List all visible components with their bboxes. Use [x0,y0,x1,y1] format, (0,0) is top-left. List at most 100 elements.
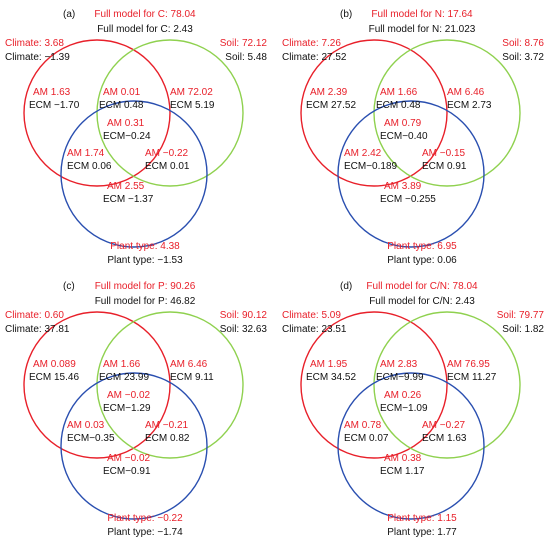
venn-panel-c: (c) Full model for P: 90.26 Full model for… [5,281,267,538]
regions-center-ecm-text: ECM−1.29 [103,403,151,414]
climate-ecm-text: Climate: 27.52 [282,52,347,63]
climate-am-text: Climate: 3.68 [5,38,64,49]
full-am-text: Full model for C: 78.04 [94,9,196,20]
climate-am-text: Climate: 5.09 [282,310,341,321]
regions-soil-plant-am-text: AM −0.27 [422,420,466,431]
regions-climate-plant-ecm-text: ECM 0.06 [67,161,112,172]
climate-ecm-text: Climate: 37.81 [5,324,70,335]
venn-panel-a: (a) Full model for C: 78.04 Full model for… [5,9,267,266]
full-ecm-text: Full model for P: 46.82 [95,296,196,307]
soil-circle [96,39,244,187]
regions-center-am-text: AM 0.79 [384,118,422,129]
regions-center-ecm-text: ECM−0.24 [103,131,151,142]
regions-climate-soil-am-text: AM 2.83 [380,359,418,370]
full-am-text: Full model for P: 90.26 [95,281,196,292]
plant-circle [337,372,485,520]
regions-climate-plant-am-text: AM 1.74 [67,148,105,159]
regions-center-ecm-text: ECM−0.40 [380,131,428,142]
regions-climate-soil-ecm-text: ECM 0.48 [376,100,421,111]
regions-soil-plant-am-text: AM −0.21 [145,420,189,431]
regions-center-am-text: AM −0.02 [107,390,151,401]
label-text: (b) [340,9,352,20]
soil-am-text: Soil: 72.12 [220,38,268,49]
regions-climate-only-ecm-text: ECM 34.52 [306,372,356,383]
regions-soil-only-am-text: AM 6.46 [447,87,485,98]
regions-soil-only-ecm-text: ECM 5.19 [170,100,215,111]
plant-am-text: Plant type: −0.22 [107,513,183,524]
regions-climate-soil-am-text: AM 0.01 [103,87,141,98]
full-ecm-text: Full model for C/N: 2.43 [369,296,475,307]
regions-climate-soil-am-text: AM 1.66 [380,87,418,98]
soil-circle [373,311,521,459]
regions-plant-only-am-text: AM 2.55 [107,181,145,192]
regions-soil-only-ecm-text: ECM 9.11 [170,372,214,383]
regions-soil-only-ecm-text: ECM 2.73 [447,100,492,111]
climate-circle [300,311,448,459]
regions-climate-only-am-text: AM 2.39 [310,87,348,98]
regions-soil-plant-ecm-text: ECM 0.91 [422,161,467,172]
plant-ecm-text: Plant type: −1.53 [107,255,183,266]
regions-climate-soil-am-text: AM 1.66 [103,359,141,370]
regions-soil-plant-am-text: AM −0.15 [422,148,466,159]
regions-center-am-text: AM 0.31 [107,118,145,129]
soil-ecm-text: Soil: 1.82 [502,324,544,335]
regions-climate-only-ecm-text: ECM 27.52 [306,100,356,111]
climate-am-text: Climate: 0.60 [5,310,64,321]
soil-am-text: Soil: 8.76 [502,38,544,49]
full-ecm-text: Full model for C: 2.43 [97,24,193,35]
regions-climate-plant-ecm-text: ECM 0.07 [344,433,389,444]
regions-center-ecm-text: ECM−1.09 [380,403,428,414]
full-ecm-text: Full model for N: 21.023 [369,24,476,35]
regions-climate-soil-ecm-text: ECM 23.99 [99,372,149,383]
soil-am-text: Soil: 90.12 [220,310,268,321]
regions-center-am-text: AM 0.26 [384,390,422,401]
venn-panel-d: (d) Full model for C/N: 78.04 Full model f… [282,281,544,538]
regions-soil-plant-am-text: AM −0.22 [145,148,189,159]
plant-circle [60,100,208,248]
regions-plant-only-am-text: AM 3.89 [384,181,422,192]
plant-circle [60,372,208,520]
label-text: (d) [340,281,352,292]
plant-am-text: Plant type: 6.95 [387,241,457,252]
regions-climate-plant-ecm-text: ECM−0.189 [344,161,398,172]
regions-climate-plant-ecm-text: ECM−0.35 [67,433,115,444]
soil-circle [373,39,521,187]
soil-am-text: Soil: 79.77 [497,310,545,321]
plant-am-text: Plant type: 1.15 [387,513,457,524]
plant-ecm-text: Plant type: 1.77 [387,527,457,538]
soil-ecm-text: Soil: 5.48 [225,52,267,63]
regions-plant-only-am-text: AM −0.02 [107,453,151,464]
plant-ecm-text: Plant type: −1.74 [107,527,183,538]
regions-soil-only-am-text: AM 6.46 [170,359,208,370]
climate-ecm-text: Climate: −1.39 [5,52,70,63]
regions-climate-only-ecm-text: ECM 15.46 [29,372,79,383]
climate-ecm-text: Climate: 23.51 [282,324,347,335]
plant-circle [337,100,485,248]
climate-circle [23,39,171,187]
regions-plant-only-ecm-text: ECM −0.255 [380,194,436,205]
soil-ecm-text: Soil: 3.72 [502,52,544,63]
plant-ecm-text: Plant type: 0.06 [387,255,457,266]
regions-soil-plant-ecm-text: ECM 1.63 [422,433,467,444]
regions-plant-only-am-text: AM 0.38 [384,453,422,464]
regions-climate-only-am-text: AM 1.63 [33,87,71,98]
climate-circle [23,311,171,459]
regions-plant-only-ecm-text: ECM−0.91 [103,466,151,477]
plant-am-text: Plant type: 4.38 [110,241,180,252]
soil-ecm-text: Soil: 32.63 [220,324,268,335]
venn-panel-b: (b) Full model for N: 17.64 Full model for… [282,9,544,266]
regions-climate-plant-am-text: AM 0.78 [344,420,382,431]
regions-climate-only-am-text: AM 1.95 [310,359,348,370]
regions-plant-only-ecm-text: ECM −1.37 [103,194,154,205]
regions-soil-only-am-text: AM 76.95 [447,359,490,370]
climate-circle [300,39,448,187]
label-text: (c) [63,281,75,292]
regions-climate-only-ecm-text: ECM −1.70 [29,100,80,111]
regions-climate-soil-ecm-text: ECM 0.48 [99,100,144,111]
regions-soil-plant-ecm-text: ECM 0.01 [145,161,190,172]
regions-climate-only-am-text: AM 0.089 [33,359,76,370]
regions-climate-plant-am-text: AM 0.03 [67,420,105,431]
regions-soil-only-ecm-text: ECM 11.27 [447,372,497,383]
regions-soil-only-am-text: AM 72.02 [170,87,213,98]
